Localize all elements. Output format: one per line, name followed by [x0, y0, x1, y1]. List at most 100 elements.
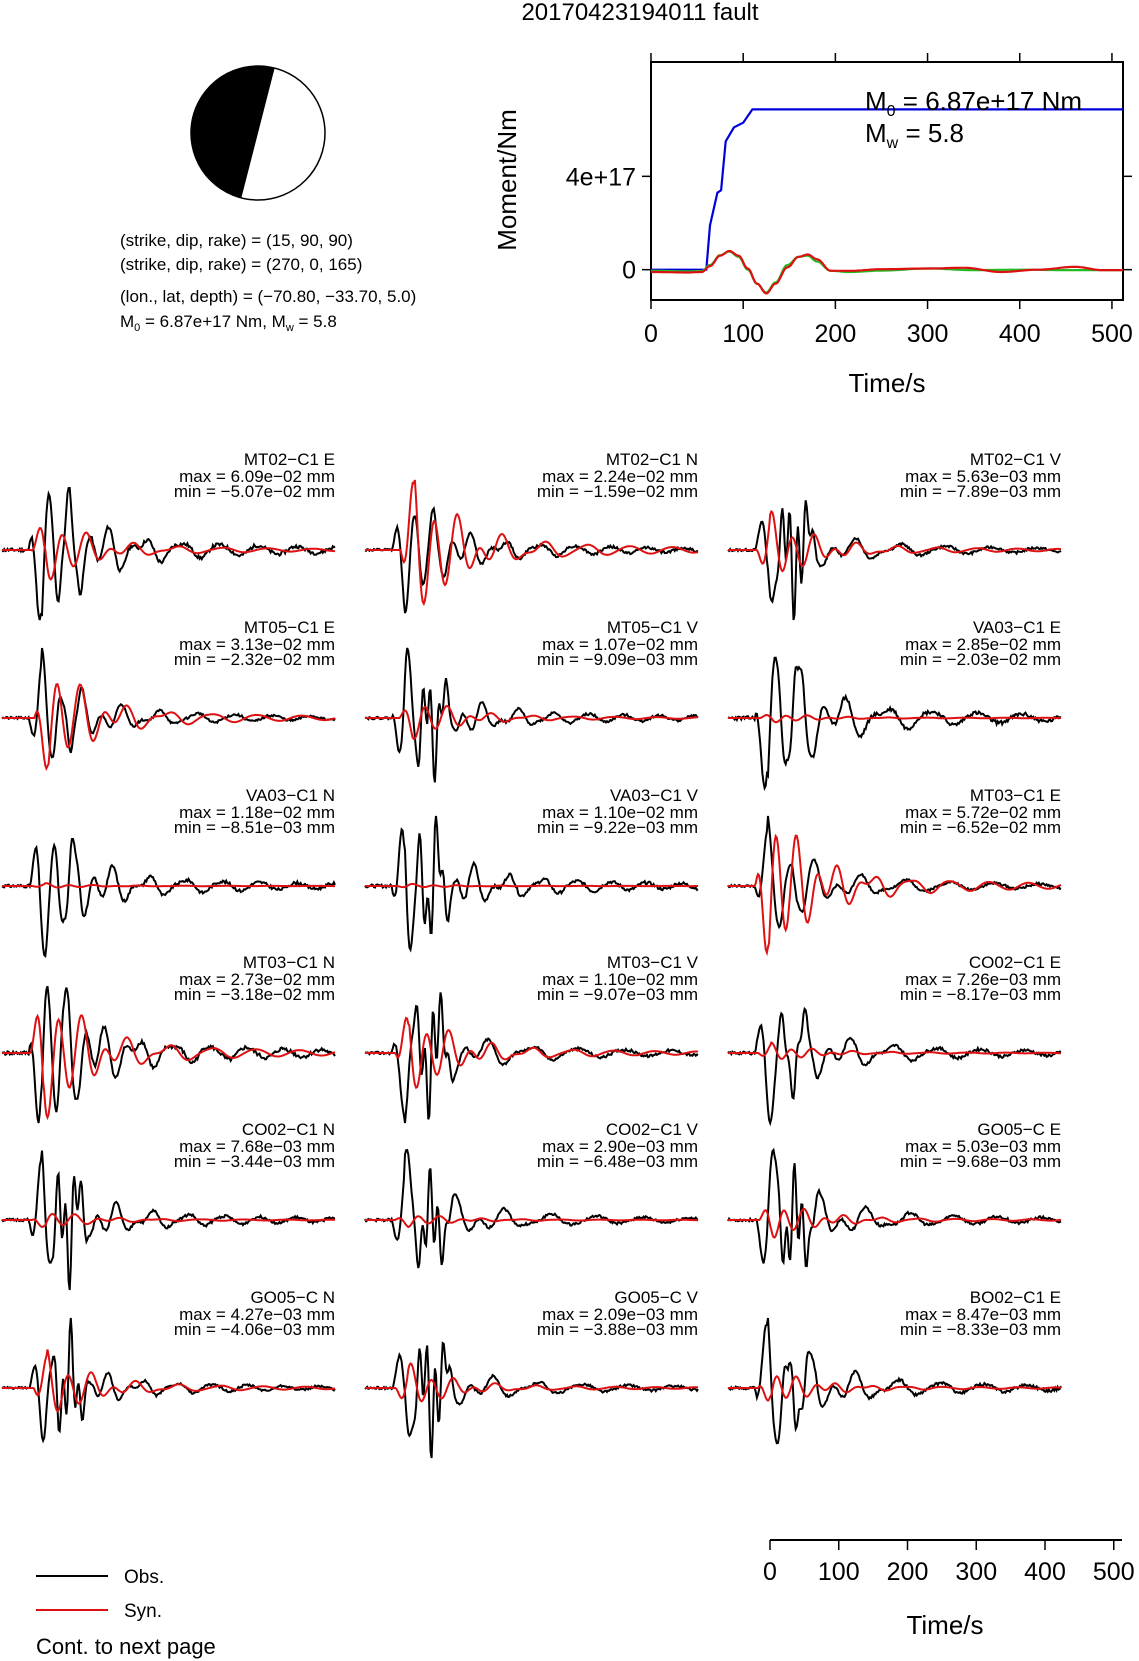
trace-syn — [2, 1013, 336, 1121]
trace-obs — [364, 1148, 699, 1269]
station-label: GO05−C N — [250, 1288, 335, 1307]
station-label: MT02−C1 V — [970, 450, 1062, 469]
beachball-compressional-quadrant — [190, 65, 275, 198]
station-max: max = 7.68e−03 mm — [179, 1137, 335, 1156]
station-max: max = 3.13e−02 mm — [179, 635, 335, 654]
trace-syn — [728, 509, 1061, 573]
trace-syn — [365, 479, 699, 607]
station-min: min = −3.44e−03 mm — [174, 1152, 335, 1171]
moment-series-rate_red — [651, 249, 1123, 295]
station-min: min = −8.33e−03 mm — [900, 1320, 1061, 1339]
station-max: max = 2.73e−02 mm — [179, 970, 335, 989]
station-min: min = −8.51e−03 mm — [174, 818, 335, 837]
trace-obs — [1, 647, 336, 759]
trace-obs — [1, 985, 336, 1124]
trace-obs — [1, 837, 336, 959]
trace-obs — [1, 486, 336, 621]
waveform-xtick-label: 500 — [1093, 1558, 1135, 1586]
station-max: max = 1.18e−02 mm — [179, 803, 335, 822]
trace-obs — [727, 815, 1062, 930]
station-label: VA03−C1 E — [973, 618, 1061, 637]
trace-syn — [365, 882, 698, 889]
trace-obs — [364, 992, 699, 1124]
trace-syn — [728, 1375, 1061, 1402]
station-min: min = −3.88e−03 mm — [537, 1320, 698, 1339]
station-min: min = −9.68e−03 mm — [900, 1152, 1061, 1171]
legend-obs-label: Obs. — [124, 1567, 164, 1588]
beachball — [190, 65, 326, 201]
station-label: MT05−C1 E — [244, 618, 335, 637]
trace-syn — [2, 1349, 336, 1413]
station-label: GO05−C E — [977, 1120, 1061, 1139]
station-min: min = −8.17e−03 mm — [900, 985, 1061, 1004]
trace-syn — [2, 882, 335, 889]
waveform-xtick-label: 200 — [887, 1558, 929, 1586]
trace-syn — [728, 833, 1062, 957]
trace-obs — [364, 505, 699, 614]
station-min: min = −6.52e−02 mm — [900, 818, 1061, 837]
station-max: max = 7.26e−03 mm — [905, 970, 1061, 989]
trace-syn — [728, 1207, 1062, 1239]
station-max: max = 6.09e−02 mm — [179, 467, 335, 486]
station-min: min = −6.48e−03 mm — [537, 1152, 698, 1171]
station-min: min = −3.18e−02 mm — [174, 985, 335, 1004]
station-min: min = −1.59e−02 mm — [537, 482, 698, 501]
nodal-plane-1: (strike, dip, rake) = (15, 90, 90) — [120, 231, 353, 250]
legend: Obs. Syn. — [36, 1567, 164, 1622]
waveform-xtick-label: 300 — [955, 1558, 997, 1586]
moment-xtick-label: 300 — [907, 320, 949, 348]
trace-syn — [2, 1212, 335, 1229]
station-max: max = 2.24e−02 mm — [542, 467, 698, 486]
moment-xtick-label: 400 — [999, 320, 1041, 348]
trace-obs — [727, 1006, 1062, 1127]
station-label: GO05−C V — [614, 1288, 698, 1307]
station-label: CO02−C1 V — [606, 1120, 699, 1139]
legend-syn-label: Syn. — [124, 1601, 162, 1622]
waveform-xtick-label: 100 — [818, 1558, 860, 1586]
station-label: MT03−C1 V — [607, 953, 699, 972]
station-min: min = −5.07e−02 mm — [174, 482, 335, 501]
station-max: max = 2.09e−03 mm — [542, 1305, 698, 1324]
moment-summary: M0 = 6.87e+17 Nm, Mw = 5.8 — [120, 312, 337, 334]
station-min: min = −9.22e−03 mm — [537, 818, 698, 837]
station-label: MT02−C1 N — [606, 450, 698, 469]
trace-syn — [365, 1362, 698, 1403]
station-min: min = −9.07e−03 mm — [537, 985, 698, 1004]
station-max: max = 1.07e−02 mm — [542, 635, 698, 654]
trace-syn — [365, 1016, 699, 1090]
station-label: MT03−C1 E — [970, 786, 1061, 805]
waveform-xtick-label: 400 — [1024, 1558, 1066, 1586]
station-min: min = −4.06e−03 mm — [174, 1320, 335, 1339]
moment-ylabel: Moment/Nm — [492, 109, 522, 251]
station-min: min = −2.03e−02 mm — [900, 650, 1061, 669]
station-max: max = 5.63e−03 mm — [905, 467, 1061, 486]
station-max: max = 8.47e−03 mm — [905, 1305, 1061, 1324]
trace-syn — [728, 713, 1061, 724]
station-label: VA03−C1 N — [246, 786, 335, 805]
station-label: MT05−C1 V — [607, 618, 699, 637]
station-max: max = 4.27e−03 mm — [179, 1305, 335, 1324]
waveform-xlabel: Time/s — [906, 1610, 983, 1640]
page-title: 20170423194011 fault — [521, 0, 758, 26]
trace-obs — [1, 1150, 336, 1291]
moment-xlabel: Time/s — [848, 368, 925, 398]
moment-annotation-m0: M0 = 6.87e+17 Nm — [865, 86, 1082, 120]
moment-annotation-mw: Mw = 5.8 — [865, 118, 964, 152]
station-label: VA03−C1 V — [610, 786, 699, 805]
waveform-xtick-label: 0 — [763, 1558, 777, 1586]
trace-syn — [728, 1041, 1061, 1060]
continuation-note: Cont. to next page — [36, 1634, 216, 1659]
